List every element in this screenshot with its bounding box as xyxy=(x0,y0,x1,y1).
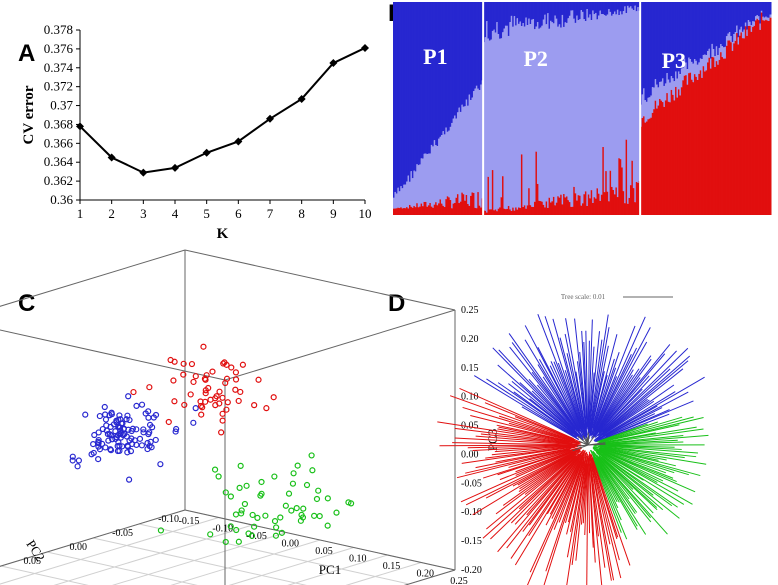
svg-text:PC1: PC1 xyxy=(319,562,341,577)
svg-text:9: 9 xyxy=(330,206,337,221)
svg-text:10: 10 xyxy=(359,206,372,221)
svg-text:0.00: 0.00 xyxy=(70,542,88,553)
panel-a-line-chart: 0.36 0.362 0.364 0.366 0.368 0.37 0.372 0.374 0.… xyxy=(15,5,375,245)
svg-text:0.368: 0.368 xyxy=(44,116,73,131)
svg-text:0.374: 0.374 xyxy=(44,60,74,75)
svg-text:P2: P2 xyxy=(523,46,547,71)
svg-text:4: 4 xyxy=(172,206,179,221)
svg-text:0.00: 0.00 xyxy=(282,539,300,550)
svg-text:7: 7 xyxy=(267,206,274,221)
svg-text:CV error: CV error xyxy=(21,85,37,144)
svg-text:0.366: 0.366 xyxy=(44,135,74,150)
svg-text:1: 1 xyxy=(77,206,84,221)
svg-text:3: 3 xyxy=(140,206,147,221)
svg-text:8: 8 xyxy=(298,206,305,221)
svg-text:0.372: 0.372 xyxy=(44,79,73,94)
svg-text:0.36: 0.36 xyxy=(50,192,73,207)
svg-text:0.378: 0.378 xyxy=(44,22,73,37)
svg-text:P3: P3 xyxy=(662,48,686,73)
svg-text:6: 6 xyxy=(235,206,242,221)
svg-text:Tree scale: 0.01: Tree scale: 0.01 xyxy=(561,293,606,301)
svg-text:2: 2 xyxy=(108,206,115,221)
svg-text:-0.15: -0.15 xyxy=(179,516,200,527)
svg-text:P1: P1 xyxy=(423,44,447,69)
svg-text:0.364: 0.364 xyxy=(44,154,74,169)
panel-b-structure-barplot: P1 P2 P3 xyxy=(393,2,773,217)
panel-d-radial-tree: Tree scale: 0.01 xyxy=(393,285,773,585)
svg-text:-0.05: -0.05 xyxy=(112,528,133,539)
panel-c-scatter3d: -0.15-0.10-0.050.000.050.100.150.200.25-… xyxy=(15,290,385,585)
svg-text:0.37: 0.37 xyxy=(50,98,73,113)
svg-text:0.05: 0.05 xyxy=(315,546,333,557)
svg-text:K: K xyxy=(217,226,229,242)
svg-text:0.376: 0.376 xyxy=(44,41,74,56)
svg-text:5: 5 xyxy=(203,206,210,221)
figure: A B C D 0.360.3620.3640.3660.3680.370.37… xyxy=(0,0,778,585)
svg-text:-0.10: -0.10 xyxy=(158,514,179,525)
svg-text:0.10: 0.10 xyxy=(349,554,367,565)
svg-text:0.362: 0.362 xyxy=(44,173,73,188)
